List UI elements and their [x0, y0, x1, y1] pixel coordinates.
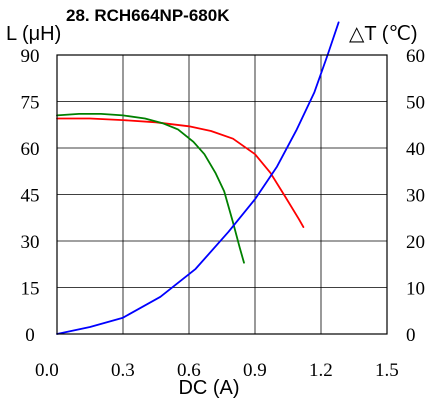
y-right-tick-label: 0 [406, 325, 416, 346]
y-right-tick-label: 40 [406, 139, 425, 160]
y-right-tick-label: 30 [406, 186, 425, 207]
y-left-tick-label: 60 [21, 139, 40, 160]
grid [57, 55, 387, 334]
plot-frame [56, 54, 388, 335]
x-tick-label: 1.5 [375, 360, 399, 381]
x-tick-label: 0.6 [177, 360, 201, 381]
y-right-tick-label: 50 [406, 93, 425, 114]
series-line-0 [56, 117, 305, 229]
y-left-tick-label: 15 [21, 279, 40, 300]
x-axis-label: DC (A) [178, 377, 239, 398]
series-line-1 [56, 113, 245, 264]
series-line-2 [56, 21, 340, 335]
x-tick-label: 0.3 [111, 360, 135, 381]
y-left-tick-label: 75 [21, 93, 40, 114]
x-tick-label: 0.0 [35, 360, 59, 381]
y-left-tick-label: 0 [25, 325, 35, 346]
y-right-tick-label: 20 [406, 232, 425, 253]
y-axis-left-label: L (μH) [6, 23, 61, 45]
x-tick-label: 1.2 [309, 360, 333, 381]
y-left-tick-label: 90 [21, 46, 40, 67]
y-right-tick-label: 10 [406, 279, 425, 300]
y-left-tick-label: 30 [21, 232, 40, 253]
tick-labels: 0.0 0.3 0.6 0.9 1.2 1.5 0 15 30 45 60 75 90 0 10 20 30 40… [21, 46, 426, 381]
y-left-tick-label: 45 [21, 186, 40, 207]
chart-title: 28. RCH664NP-680K [66, 6, 230, 25]
y-right-tick-label: 60 [406, 46, 425, 67]
series-group [56, 21, 340, 335]
y-axis-right-label: △T (℃) [349, 23, 418, 45]
x-tick-label: 0.9 [243, 360, 267, 381]
